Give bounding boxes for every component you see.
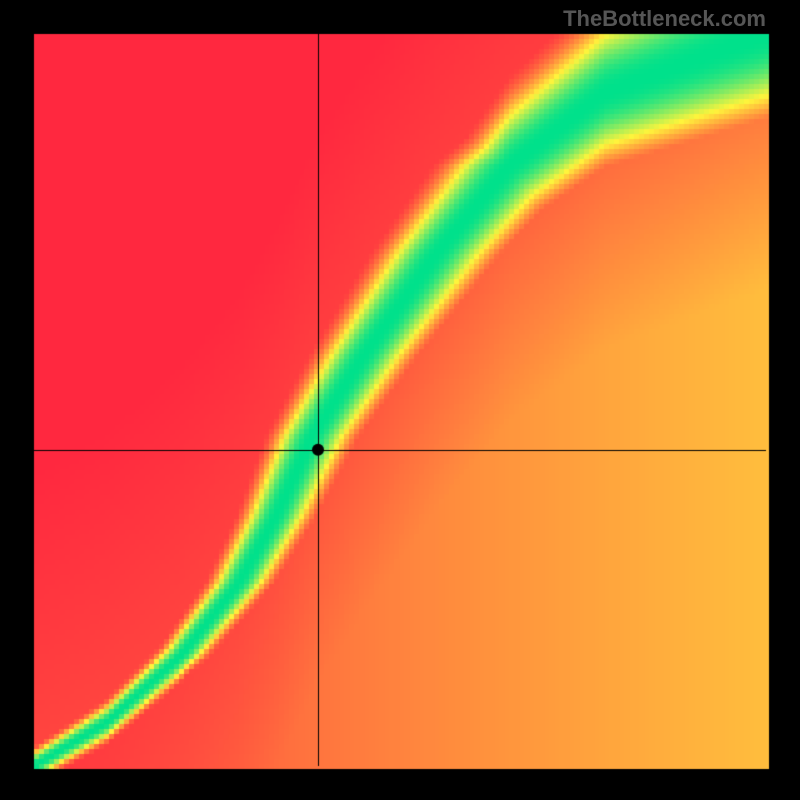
- watermark-text: TheBottleneck.com: [563, 6, 766, 32]
- chart-container: TheBottleneck.com: [0, 0, 800, 800]
- heatmap-canvas: [0, 0, 800, 800]
